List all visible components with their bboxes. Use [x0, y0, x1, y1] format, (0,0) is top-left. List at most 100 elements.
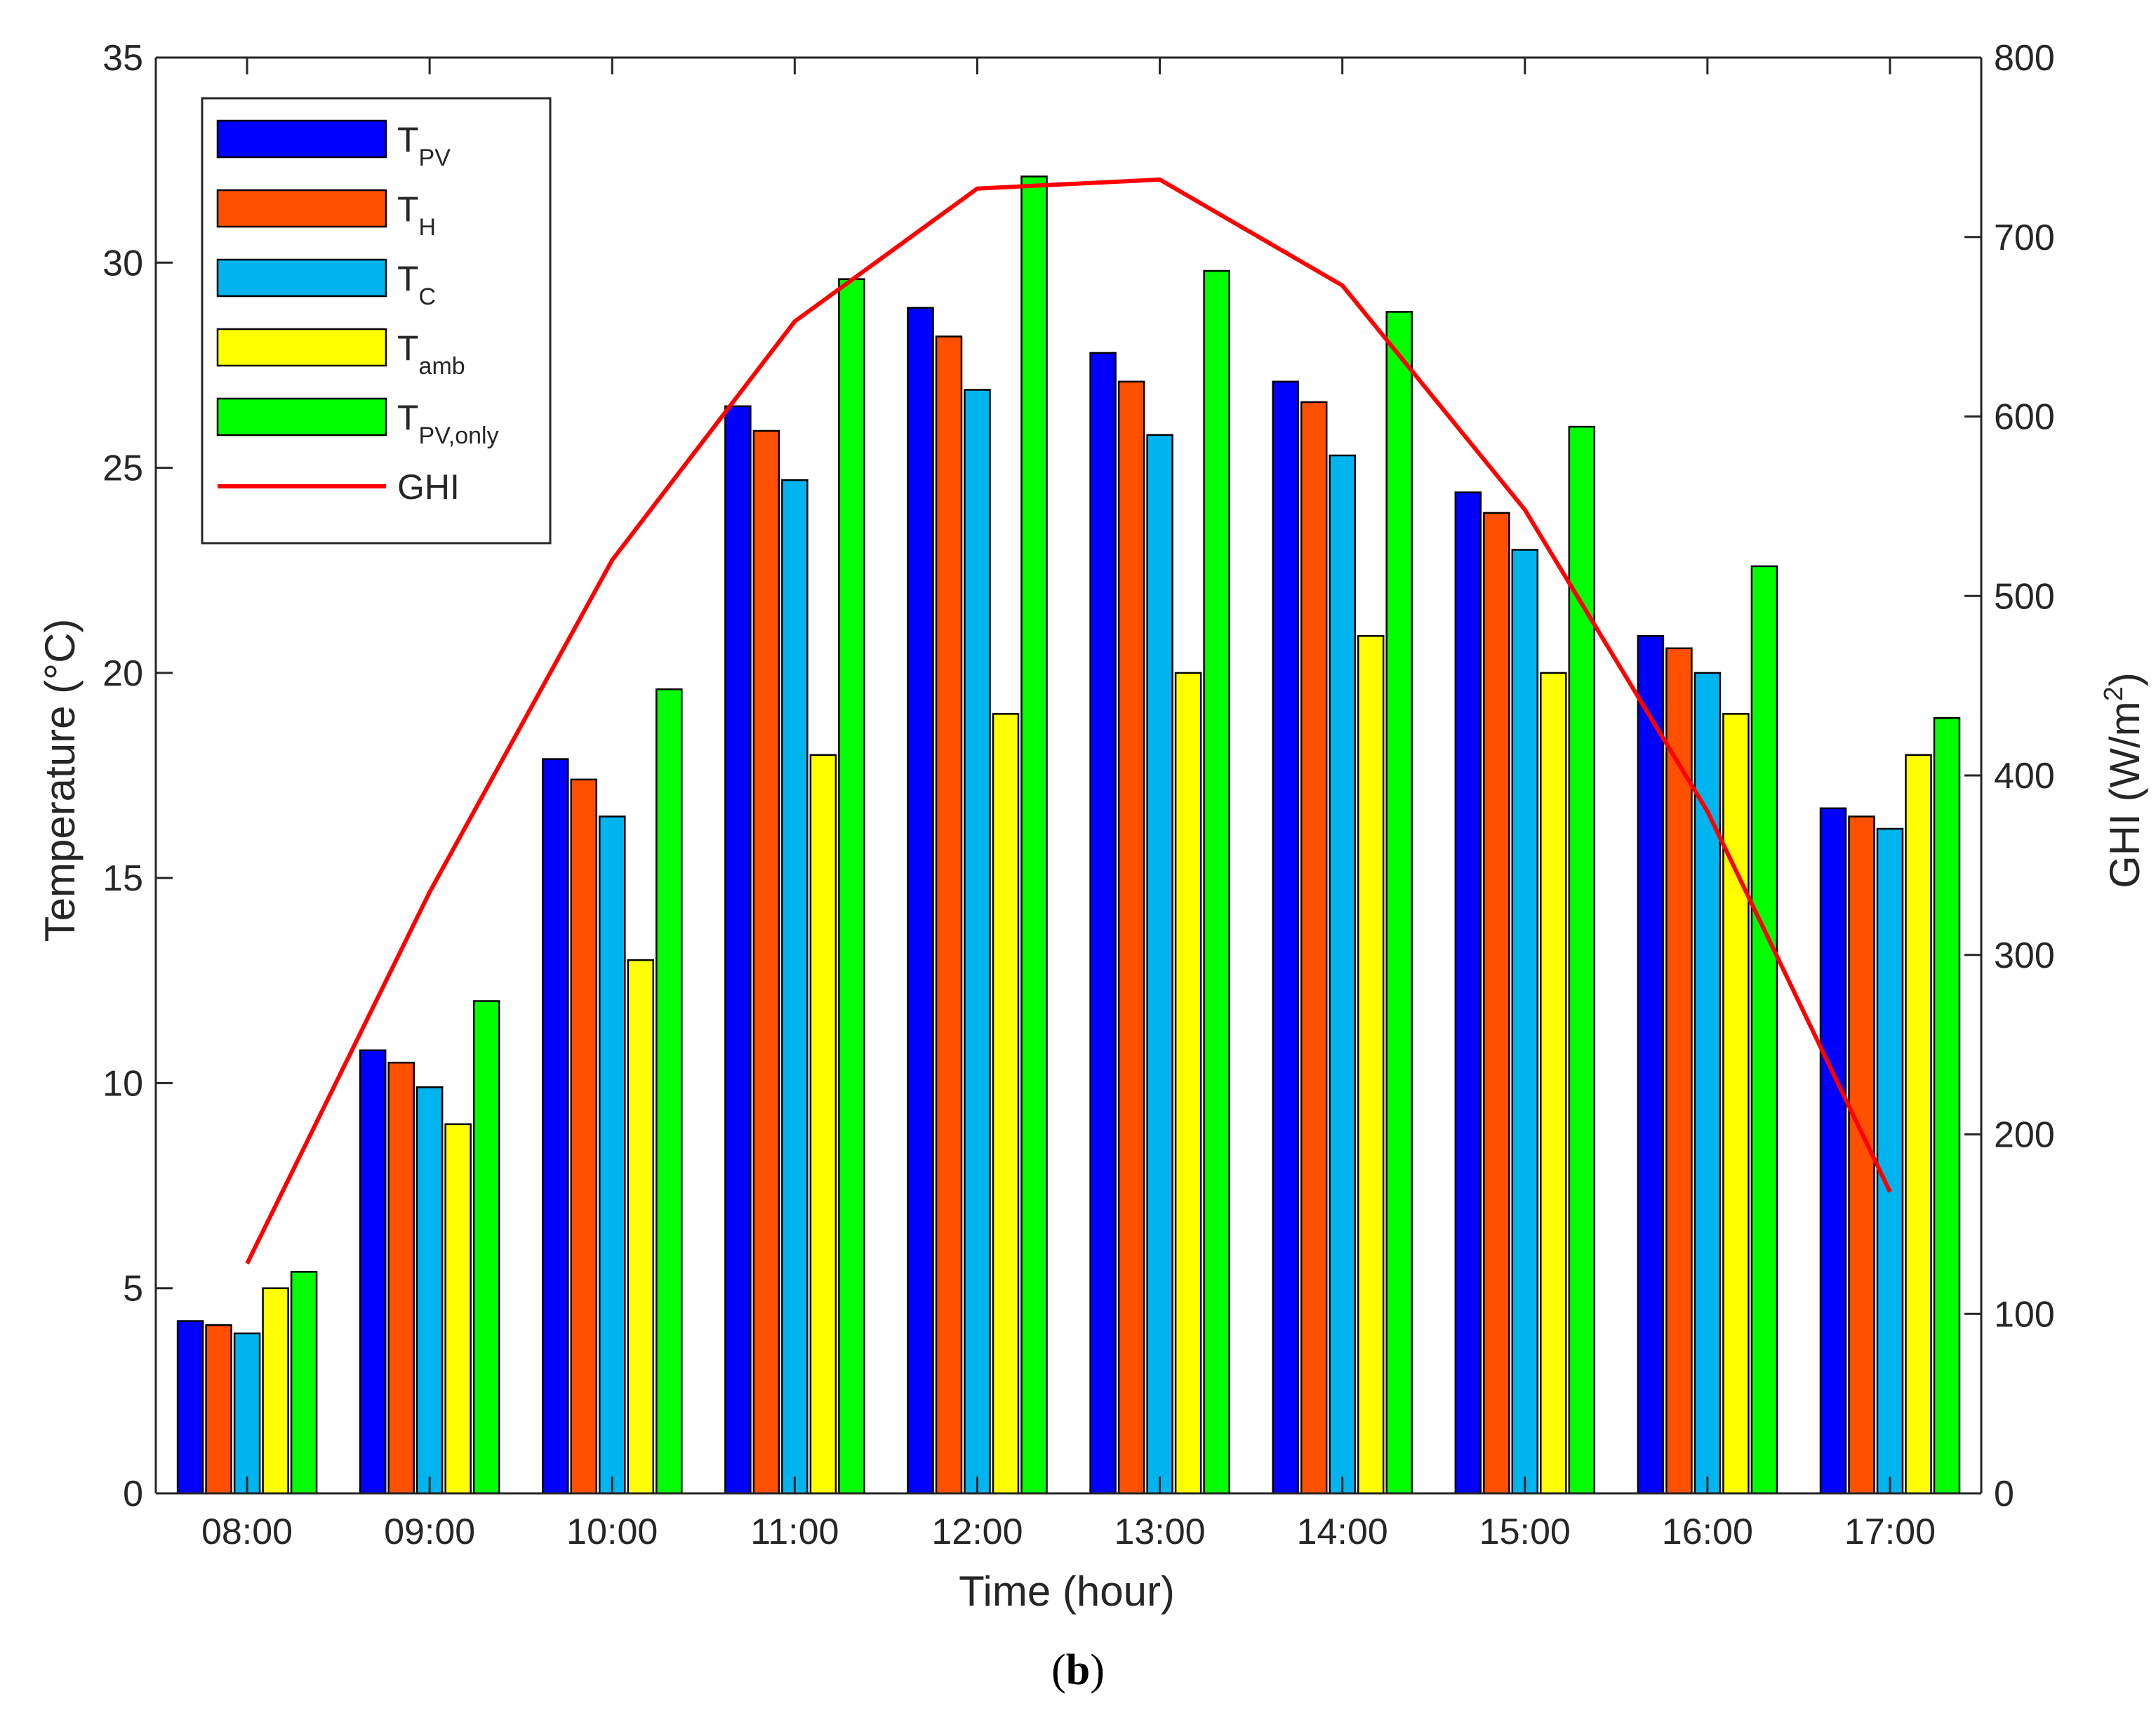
y2-axis-title-sup: 2 — [2099, 686, 2129, 701]
bar-t-c-17-00 — [1876, 827, 1904, 1495]
x-tick-label: 11:00 — [750, 1512, 839, 1552]
bar-t-amb-10-00 — [627, 959, 655, 1495]
y2-axis-title: GHI (W/m2) — [2099, 672, 2148, 888]
legend-label-t-amb: Tamb — [397, 328, 465, 380]
y-tick-label: 20 — [102, 653, 143, 694]
legend-label-sub: PV — [419, 145, 451, 171]
bars — [176, 175, 1961, 1495]
bar-t-pv-11-00 — [724, 405, 752, 1495]
panel-label: (b) — [1051, 1646, 1105, 1694]
bar-t-amb-12-00 — [992, 713, 1020, 1495]
bar-t-h-12-00 — [935, 335, 963, 1495]
bar-t-h-08-00 — [205, 1324, 232, 1495]
legend-label-main: T — [397, 328, 419, 368]
legend-label-sub: PV,only — [419, 422, 499, 449]
legend-label-t-h: TH — [397, 189, 436, 241]
y2-tick-label: 0 — [1994, 1474, 2014, 1514]
panel-label-close: ) — [1090, 1646, 1105, 1694]
bar-t-pv-only-17-00 — [1933, 716, 1961, 1495]
bar-t-pv-08-00 — [176, 1320, 204, 1495]
legend-label-main: T — [397, 120, 419, 159]
bar-t-h-10-00 — [570, 778, 598, 1495]
y2-axis-title-close: ) — [2101, 672, 2148, 686]
bar-t-pv-only-13-00 — [1203, 269, 1230, 1495]
legend-box — [201, 97, 552, 545]
y-tick-label: 10 — [102, 1063, 143, 1104]
bar-t-h-13-00 — [1117, 380, 1145, 1495]
y2-tick-label: 700 — [1994, 218, 2055, 258]
bar-t-c-11-00 — [781, 479, 808, 1495]
legend-label-ghi: GHI — [397, 467, 460, 507]
line-ghi — [245, 177, 1892, 1265]
bar-t-pv-only-10-00 — [656, 688, 683, 1495]
y-axis-title: Temperature (°C) — [36, 619, 84, 942]
bar-t-c-09-00 — [415, 1086, 444, 1495]
x-tick-label: 09:00 — [384, 1512, 475, 1552]
bar-t-pv-10-00 — [542, 758, 569, 1495]
bar-t-amb-13-00 — [1174, 672, 1202, 1495]
x-tick-label: 13:00 — [1114, 1512, 1205, 1552]
legend-label-main: T — [397, 259, 419, 298]
y2-tick-label: 500 — [1994, 576, 2055, 617]
y2-tick-label: 800 — [1994, 38, 2055, 79]
bar-t-amb-17-00 — [1905, 754, 1932, 1495]
y-tick-label: 15 — [102, 858, 143, 899]
bar-t-pv-15-00 — [1454, 491, 1482, 1495]
bar-t-pv-only-14-00 — [1385, 311, 1413, 1495]
y2-tick-label: 100 — [1994, 1294, 2055, 1335]
bar-t-pv-12-00 — [907, 307, 934, 1495]
bar-t-h-14-00 — [1300, 401, 1328, 1495]
x-tick-label: 12:00 — [931, 1512, 1023, 1552]
bar-t-amb-16-00 — [1722, 713, 1750, 1495]
bar-t-c-13-00 — [1146, 434, 1173, 1495]
x-tick-label: 16:00 — [1662, 1512, 1753, 1552]
y2-tick-label: 600 — [1994, 397, 2055, 438]
y2-tick-label: 400 — [1994, 756, 2055, 796]
x-tick-label: 17:00 — [1844, 1512, 1936, 1552]
bar-t-h-09-00 — [387, 1061, 415, 1495]
y-tick-label: 0 — [123, 1474, 143, 1514]
y-tick-label: 30 — [102, 243, 143, 284]
legend-swatch-t-pv — [216, 119, 387, 159]
ticks: 0 5 10 15 20 25 30 35 0 100 200 300 400 500 600 700 800 0… — [102, 38, 2055, 1552]
ghi-line-group — [245, 177, 1892, 1265]
y-tick-label: 35 — [102, 38, 143, 79]
panel-label-open: ( — [1051, 1646, 1066, 1694]
legend-swatch-t-h — [216, 189, 387, 228]
bar-t-h-15-00 — [1483, 512, 1510, 1495]
legend-label-sub: amb — [419, 353, 465, 380]
x-tick-label: 10:00 — [566, 1512, 658, 1552]
bar-t-pv-17-00 — [1819, 807, 1847, 1495]
legend-label-main: T — [397, 189, 419, 229]
bar-t-pv-16-00 — [1637, 634, 1665, 1495]
bar-t-c-15-00 — [1511, 549, 1539, 1495]
legend-label-t-pv-only: TPV,only — [397, 398, 499, 449]
bar-t-pv-only-09-00 — [472, 1000, 500, 1495]
legend-swatch-t-amb — [216, 328, 387, 367]
y2-axis-title-main: GHI (W/m — [2101, 701, 2148, 888]
y2-tick-label: 200 — [1994, 1115, 2055, 1156]
y-tick-label: 25 — [102, 448, 143, 489]
bar-t-h-16-00 — [1665, 647, 1693, 1495]
legend-label-t-c: TC — [397, 259, 436, 310]
legend-label-main: T — [397, 398, 419, 437]
x-tick-label: 14:00 — [1297, 1512, 1388, 1552]
bar-t-amb-11-00 — [809, 754, 837, 1495]
bar-t-pv-only-08-00 — [290, 1271, 318, 1495]
legend-swatch-t-c — [216, 258, 387, 298]
panel-label-letter: b — [1066, 1646, 1090, 1694]
bar-t-c-08-00 — [233, 1332, 261, 1495]
y-tick-label: 5 — [123, 1269, 143, 1309]
bar-t-amb-09-00 — [444, 1123, 472, 1495]
legend-label-sub: C — [419, 284, 437, 310]
legend-label-t-pv: TPV — [397, 120, 451, 171]
bar-t-pv-only-16-00 — [1750, 565, 1778, 1495]
legend-label-main: GHI — [397, 467, 460, 507]
bar-t-c-10-00 — [599, 815, 626, 1495]
x-tick-label: 15:00 — [1479, 1512, 1571, 1552]
bar-t-amb-14-00 — [1357, 634, 1385, 1495]
bar-t-c-12-00 — [964, 389, 991, 1495]
bar-t-h-11-00 — [752, 429, 780, 1495]
